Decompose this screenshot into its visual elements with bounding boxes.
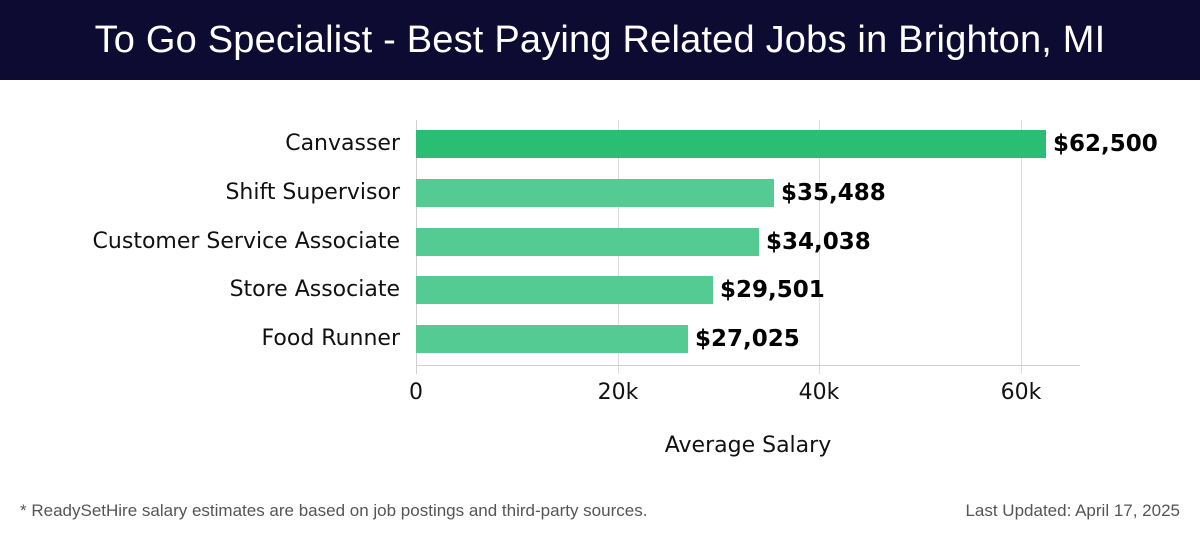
- gridline: [819, 120, 820, 374]
- x-tick-label: 40k: [798, 380, 840, 405]
- category-label: Shift Supervisor: [225, 180, 400, 205]
- last-updated: Last Updated: April 17, 2025: [965, 501, 1180, 520]
- footnote: * ReadySetHire salary estimates are base…: [20, 501, 648, 520]
- x-tick-label: 20k: [597, 380, 639, 405]
- category-label: Store Associate: [229, 277, 400, 302]
- value-label: $34,038: [766, 229, 871, 255]
- chart-title: To Go Specialist - Best Paying Related J…: [94, 18, 1106, 61]
- plot-area: $62,500 $35,488 $34,038 $29,501 $27,025: [416, 120, 1158, 374]
- category-label: Canvasser: [285, 131, 400, 156]
- x-axis-title: Average Salary: [664, 433, 832, 458]
- x-tick-label: 60k: [1000, 380, 1042, 405]
- category-label: Customer Service Associate: [92, 229, 400, 254]
- bar-food-runner[interactable]: [416, 325, 688, 353]
- value-label: $27,025: [695, 326, 800, 352]
- x-tick-label: 0: [409, 380, 423, 405]
- chart-title-bar: To Go Specialist - Best Paying Related J…: [0, 0, 1200, 80]
- value-label: $62,500: [1053, 131, 1158, 157]
- bar-shift-supervisor[interactable]: [416, 179, 774, 207]
- x-axis-line: [416, 365, 1080, 366]
- bar-canvasser[interactable]: [416, 130, 1046, 158]
- category-label: Food Runner: [261, 326, 400, 351]
- bar-store-associate[interactable]: [416, 276, 713, 304]
- value-label: $35,488: [781, 180, 886, 206]
- bar-customer-service-associate[interactable]: [416, 228, 759, 256]
- value-label: $29,501: [720, 277, 825, 303]
- gridline: [1021, 120, 1022, 374]
